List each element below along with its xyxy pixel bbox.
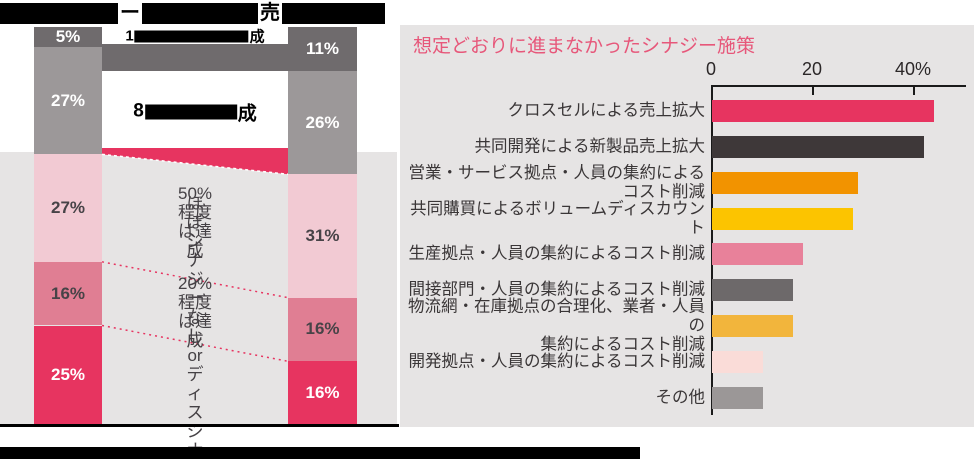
hbar-0 (712, 100, 935, 122)
redacted-label-tail-char: 成 (249, 28, 265, 46)
percent-label-right-3: 16% (305, 319, 340, 339)
title-visible-char: ー (120, 2, 140, 24)
category-label-3: 20%程度は達成 (177, 273, 213, 350)
redacted-label-lead-char: 8 (133, 100, 144, 122)
title-visible-char: 売 (260, 2, 280, 24)
x-axis-tick-40 (913, 87, 915, 95)
percent-label-left-0: 5% (55, 26, 81, 46)
stacked-segment-right-1 (288, 70, 357, 175)
x-axis-tick-label-20: 20 (801, 59, 823, 79)
right-panel-gray-zone (400, 25, 974, 427)
hbar-label-2: 営業・サービス拠点・人員の集約による コスト削減 (408, 164, 705, 201)
right-chart-title: 想定どおりに進まなかったシナジー施策 (413, 36, 756, 57)
hbar-2 (712, 172, 859, 194)
hbar-label-0: クロスセルによる売上拡大 (507, 101, 705, 120)
hbar-5 (712, 279, 793, 301)
hbar-label-3: 共同購買によるボリュームディスカウント (410, 200, 705, 237)
label-redaction-block (134, 30, 249, 42)
left-chart-baseline (0, 424, 399, 427)
percent-label-left-4: 25% (50, 365, 86, 385)
x-axis-line (711, 85, 966, 87)
stacked-segment-left-0 (34, 27, 102, 47)
hbar-label-6: 物流網・在庫拠点の合理化、業者・人員の 集約によるコスト削減 (408, 297, 705, 354)
redacted-label-lead-char: 1 (125, 27, 134, 45)
top-connector-band (102, 44, 288, 71)
hbar-label-5: 間接部門・人員の集約によるコスト削減 (408, 280, 705, 299)
figure-title-redacted: ー売 (0, 2, 385, 25)
hbar-6 (712, 315, 793, 337)
percent-label-left-3: 16% (50, 283, 86, 303)
category-label-4: ほぼシナジーなし or ディスシナジーが生じた (186, 194, 204, 459)
x-axis-tick-label-0: 0 (705, 59, 717, 79)
title-redaction-block (0, 3, 118, 24)
stacked-segment-right-2 (288, 174, 357, 298)
x-axis-tick-20 (812, 87, 814, 95)
percent-label-left-1: 27% (50, 90, 86, 110)
hbar-8 (712, 387, 763, 409)
hbar-4 (712, 243, 803, 265)
label-redaction-block (144, 104, 237, 120)
percent-label-right-2: 31% (305, 225, 340, 245)
stacked-segment-right-4 (288, 361, 357, 425)
hbar-3 (712, 208, 854, 230)
stacked-segment-right-0 (288, 27, 357, 71)
percent-label-right-0: 11% (305, 38, 340, 58)
category-label-2: 50%程度は達成 (177, 184, 213, 261)
title-redaction-block (282, 3, 385, 24)
hbar-1 (712, 136, 925, 158)
stacked-segment-left-1 (34, 46, 102, 155)
stacked-segment-left-4 (34, 325, 102, 425)
percent-label-left-2: 27% (50, 198, 86, 218)
redacted-label-tail-char: 成 (237, 103, 257, 125)
hbar-label-8: その他 (655, 388, 706, 407)
hbar-label-1: 共同開発による新製品売上拡大 (474, 137, 705, 156)
stacked-segment-left-3 (34, 261, 102, 326)
hbar-label-7: 開発拠点・人員の集約によるコスト削減 (408, 352, 705, 371)
percent-label-right-4: 16% (305, 383, 340, 403)
title-redaction-block (142, 3, 258, 24)
hbar-label-4: 生産拠点・人員の集約によるコスト削減 (408, 244, 705, 263)
source-note-redacted (0, 447, 640, 459)
stacked-segment-left-2 (34, 154, 102, 262)
percent-label-right-1: 26% (305, 112, 340, 132)
hbar-7 (712, 351, 763, 373)
stacked-segment-right-3 (288, 297, 357, 362)
x-axis-tick-label-40: 40% (894, 59, 932, 79)
